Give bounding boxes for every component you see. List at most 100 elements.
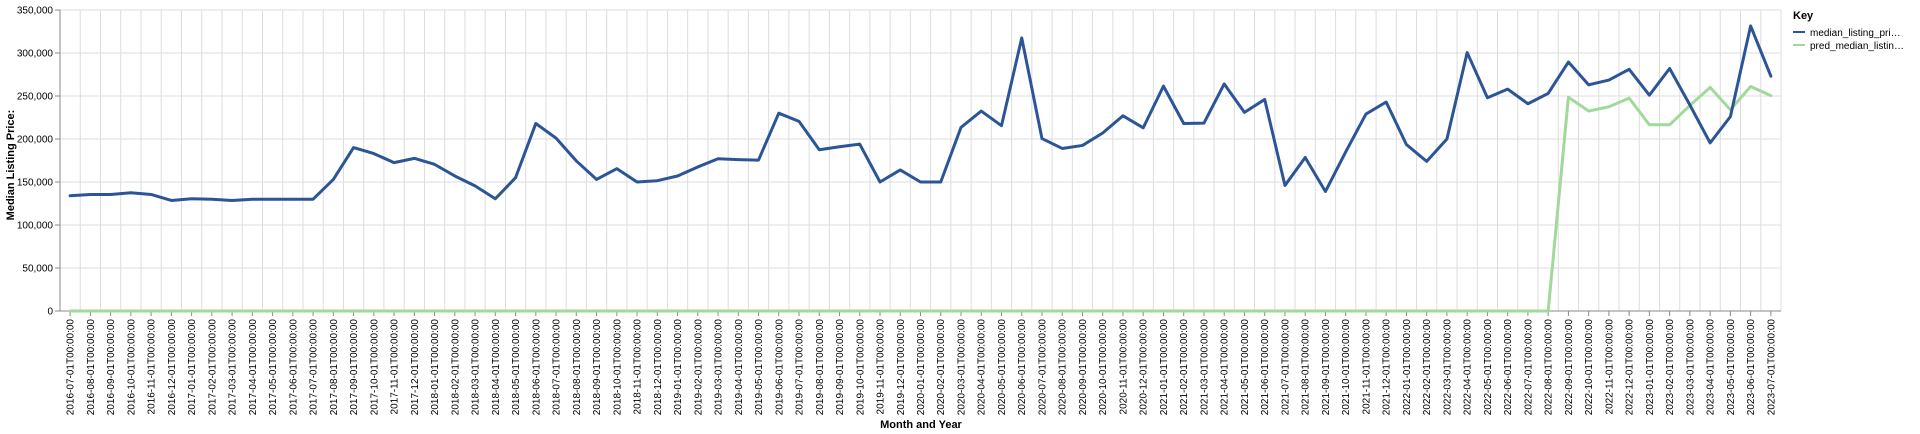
x-tick-label: 2019-04-01T00:00:00 (734, 319, 745, 416)
x-tick-label: 2017-10-01T00:00:00 (369, 319, 380, 416)
x-tick-label: 2022-04-01T00:00:00 (1463, 319, 1474, 416)
x-tick-label: 2018-07-01T00:00:00 (552, 319, 563, 416)
x-tick-label: 2021-08-01T00:00:00 (1301, 319, 1312, 416)
x-tick-label: 2020-05-01T00:00:00 (997, 319, 1008, 416)
x-tick-label: 2022-08-01T00:00:00 (1544, 319, 1555, 416)
x-tick-label: 2017-09-01T00:00:00 (349, 319, 360, 416)
y-tick-label: 200,000 (17, 135, 54, 146)
x-tick-label: 2017-01-01T00:00:00 (187, 319, 198, 416)
x-tick-label: 2017-12-01T00:00:00 (410, 319, 421, 416)
x-tick-label: 2019-12-01T00:00:00 (896, 319, 907, 416)
x-tick-label: 2017-07-01T00:00:00 (309, 319, 320, 416)
x-tick-label: 2018-01-01T00:00:00 (430, 319, 441, 416)
x-tick-label: 2019-11-01T00:00:00 (876, 319, 887, 415)
x-tick-label: 2021-12-01T00:00:00 (1382, 319, 1393, 416)
x-tick-label: 2017-11-01T00:00:00 (390, 319, 401, 415)
x-tick-label: 2022-07-01T00:00:00 (1523, 319, 1534, 416)
x-tick-label: 2016-12-01T00:00:00 (167, 319, 178, 416)
x-tick-label: 2020-10-01T00:00:00 (1098, 319, 1109, 416)
x-tick-label: 2023-04-01T00:00:00 (1706, 319, 1717, 416)
x-tick-label: 2017-03-01T00:00:00 (228, 319, 239, 416)
x-tick-label: 2018-09-01T00:00:00 (592, 319, 603, 416)
x-tick-label: 2019-02-01T00:00:00 (693, 319, 704, 416)
x-tick-label: 2019-01-01T00:00:00 (673, 319, 684, 416)
x-tick-label: 2019-09-01T00:00:00 (835, 319, 846, 416)
x-tick-label: 2020-03-01T00:00:00 (956, 319, 967, 416)
x-tick-label: 2016-07-01T00:00:00 (66, 319, 77, 416)
x-tick-label: 2018-06-01T00:00:00 (531, 319, 542, 416)
x-tick-label: 2020-04-01T00:00:00 (977, 319, 988, 416)
x-tick-label: 2016-08-01T00:00:00 (86, 319, 97, 416)
x-tick-label: 2020-12-01T00:00:00 (1139, 319, 1150, 416)
x-tick-label: 2019-03-01T00:00:00 (714, 319, 725, 416)
x-tick-label: 2023-05-01T00:00:00 (1726, 319, 1737, 416)
x-tick-label: 2017-02-01T00:00:00 (207, 319, 218, 416)
y-tick-label: 350,000 (17, 6, 54, 17)
series-line-pred-median-listing-price (68, 85, 1773, 313)
x-tick-label: 2017-08-01T00:00:00 (329, 319, 340, 416)
x-tick-label: 2021-03-01T00:00:00 (1199, 319, 1210, 416)
x-tick-label: 2022-05-01T00:00:00 (1483, 319, 1494, 416)
x-tick-label: 2019-05-01T00:00:00 (754, 319, 765, 416)
x-tick-label: 2022-11-01T00:00:00 (1604, 319, 1615, 415)
x-tick-label: 2021-09-01T00:00:00 (1321, 319, 1332, 416)
grid-lines (59, 9, 1782, 312)
x-tick-label: 2020-02-01T00:00:00 (936, 319, 947, 416)
x-tick-label: 2018-03-01T00:00:00 (471, 319, 482, 416)
x-axis: 2016-07-01T00:00:00 2016-08-01T00:00:00 20… (60, 310, 1781, 416)
x-tick-label: 2018-08-01T00:00:00 (572, 319, 583, 416)
x-tick-label: 2021-07-01T00:00:00 (1280, 319, 1291, 416)
x-tick-label: 2022-12-01T00:00:00 (1625, 319, 1636, 416)
legend-label-median-listing-price: median_listing_pri… (1810, 28, 1901, 39)
series-line-median-listing-price (68, 24, 1773, 202)
x-tick-label: 2018-11-01T00:00:00 (633, 319, 644, 415)
x-tick-label: 2021-04-01T00:00:00 (1220, 319, 1231, 416)
x-tick-label: 2023-06-01T00:00:00 (1746, 319, 1757, 416)
x-tick-label: 2019-07-01T00:00:00 (795, 319, 806, 416)
x-tick-label: 2016-10-01T00:00:00 (126, 319, 137, 416)
x-tick-label: 2017-06-01T00:00:00 (288, 319, 299, 416)
x-tick-label: 2017-04-01T00:00:00 (248, 319, 259, 416)
x-tick-label: 2023-03-01T00:00:00 (1685, 319, 1696, 416)
x-tick-label: 2019-08-01T00:00:00 (815, 319, 826, 416)
y-axis-title: Median Listing Price: (5, 110, 17, 221)
x-tick-label: 2018-05-01T00:00:00 (511, 319, 522, 416)
y-tick-label: 0 (47, 307, 53, 318)
x-tick-label: 2020-01-01T00:00:00 (916, 319, 927, 416)
x-tick-label: 2023-07-01T00:00:00 (1766, 319, 1777, 416)
x-tick-label: 2021-11-01T00:00:00 (1361, 319, 1372, 415)
x-tick-label: 2021-02-01T00:00:00 (1179, 319, 1190, 416)
y-tick-label: 100,000 (17, 221, 54, 232)
x-tick-label: 2020-09-01T00:00:00 (1078, 319, 1089, 416)
x-tick-label: 2018-04-01T00:00:00 (491, 319, 502, 416)
x-tick-label: 2019-06-01T00:00:00 (774, 319, 785, 416)
y-tick-label: 250,000 (17, 92, 54, 103)
y-tick-label: 150,000 (17, 178, 54, 189)
x-tick-label: 2022-03-01T00:00:00 (1442, 319, 1453, 416)
y-axis: 0 50,000 100,000 150,000 200,000 250,000 300,0… (17, 6, 61, 318)
legend-title: Key (1793, 10, 1814, 22)
x-tick-label: 2023-02-01T00:00:00 (1665, 319, 1676, 416)
x-axis-title: Month and Year (880, 419, 962, 431)
y-tick-label: 50,000 (22, 264, 53, 275)
legend: Key median_listing_pri… pred_median_list… (1793, 10, 1904, 52)
x-tick-label: 2021-01-01T00:00:00 (1159, 319, 1170, 416)
x-tick-label: 2020-07-01T00:00:00 (1037, 319, 1048, 416)
x-tick-label: 2021-10-01T00:00:00 (1341, 319, 1352, 416)
x-tick-label: 2018-10-01T00:00:00 (612, 319, 623, 416)
x-tick-label: 2022-09-01T00:00:00 (1564, 319, 1575, 416)
y-tick-label: 300,000 (17, 49, 54, 60)
x-tick-label: 2022-02-01T00:00:00 (1422, 319, 1433, 416)
legend-label-pred-median-listing-price: pred_median_listin… (1810, 41, 1904, 52)
x-tick-label: 2018-02-01T00:00:00 (450, 319, 461, 416)
x-tick-label: 2020-06-01T00:00:00 (1017, 319, 1028, 416)
x-tick-label: 2018-12-01T00:00:00 (653, 319, 664, 416)
x-tick-label: 2017-05-01T00:00:00 (268, 319, 279, 416)
x-tick-label: 2019-10-01T00:00:00 (855, 319, 866, 416)
x-tick-label: 2023-01-01T00:00:00 (1645, 319, 1656, 416)
x-tick-label: 2022-01-01T00:00:00 (1402, 319, 1413, 416)
x-tick-label: 2020-08-01T00:00:00 (1058, 319, 1069, 416)
x-tick-label: 2020-11-01T00:00:00 (1118, 319, 1129, 415)
x-tick-label: 2016-09-01T00:00:00 (106, 319, 117, 416)
